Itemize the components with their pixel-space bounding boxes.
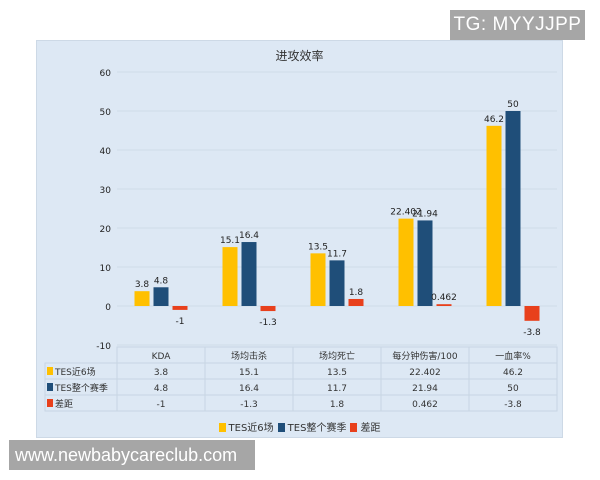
data-label: 1.8	[349, 288, 364, 298]
legend-item: TES近6场	[218, 423, 274, 434]
data-label: 4.8	[154, 276, 169, 286]
table-cell: 4.8	[154, 384, 169, 394]
legend-label: 差距	[360, 423, 381, 434]
table-column-header: 一血率%	[495, 350, 531, 362]
data-label: 22.402	[390, 208, 422, 218]
table-cell: -1.3	[240, 400, 258, 410]
y-tick-label: 0	[105, 303, 111, 313]
bar-season	[417, 220, 433, 306]
data-label: -3.8	[523, 328, 541, 338]
watermark-bottom: www.newbabycareclub.com	[9, 440, 255, 470]
bar-recent6	[486, 125, 502, 306]
table-row-label: TES近6场	[54, 366, 96, 378]
data-label: 13.5	[308, 242, 328, 252]
data-label: -1.3	[259, 318, 277, 328]
data-label: 21.94	[412, 209, 438, 219]
legend-swatch-icon	[350, 423, 358, 432]
legend-swatch-icon	[218, 423, 226, 432]
table-cell: 15.1	[239, 368, 259, 378]
table-cell: -1	[157, 400, 166, 410]
y-tick-label: 20	[100, 225, 112, 235]
table-row-label: 差距	[55, 398, 73, 410]
table-cell: 21.94	[412, 384, 438, 394]
watermark-top: TG: MYYJJPP	[450, 10, 585, 40]
legend-label: TES近6场	[228, 423, 274, 434]
legend-label: TES整个赛季	[287, 423, 347, 434]
table-cell: 11.7	[327, 384, 347, 394]
bar-diff	[260, 306, 276, 312]
bar-diff	[172, 306, 188, 310]
bar-diff	[524, 306, 540, 321]
data-label: -1	[176, 317, 185, 327]
table-cell: 0.462	[412, 400, 438, 410]
table-cell: 22.402	[409, 368, 441, 378]
table-cell: 46.2	[503, 368, 523, 378]
chart-title: 进攻效率	[275, 49, 324, 63]
data-label: 0.462	[431, 293, 457, 303]
bar-diff	[436, 304, 452, 306]
table-column-header: 场均击杀	[231, 350, 267, 362]
table-column-header: KDA	[152, 352, 172, 362]
data-label: 50	[507, 100, 519, 110]
bar-diff	[348, 298, 364, 306]
y-tick-label: -10	[96, 342, 111, 352]
table-row-label: TES整个赛季	[54, 382, 108, 394]
y-tick-label: 10	[100, 264, 112, 274]
bar-recent6	[398, 218, 414, 306]
chart-legend: TES近6场 TES整个赛季 差距	[37, 419, 562, 434]
bar-recent6	[222, 247, 238, 306]
legend-item: 差距	[350, 423, 380, 434]
bar-season	[505, 111, 521, 306]
table-column-header: 场均死亡	[319, 350, 355, 362]
data-label: 46.2	[484, 115, 504, 125]
table-cell: 3.8	[154, 368, 169, 378]
y-tick-label: 30	[100, 186, 112, 196]
data-label: 3.8	[135, 280, 150, 290]
y-tick-label: 50	[100, 108, 112, 118]
bar-recent6	[134, 291, 150, 306]
chart-panel: 进攻效率 60 50 40 30 20 10 0 -10 3.8 4.8 -1 15.1 16.4 -1.…	[36, 40, 563, 438]
bar-season	[329, 260, 345, 306]
table-column-header: 每分钟伤害/100	[392, 350, 457, 362]
legend-swatch-icon	[277, 423, 285, 432]
table-cell: 13.5	[327, 368, 347, 378]
data-label: 15.1	[220, 236, 240, 246]
table-cell: 1.8	[330, 400, 345, 410]
bar-season	[241, 242, 257, 306]
data-label: 11.7	[327, 249, 347, 259]
y-tick-label: 40	[100, 147, 112, 157]
y-tick-label: 60	[100, 69, 112, 79]
bar-recent6	[310, 253, 326, 306]
bar-season	[153, 287, 169, 306]
table-cell: 50	[507, 384, 519, 394]
data-label: 16.4	[239, 231, 259, 241]
legend-item: TES整个赛季	[277, 423, 347, 434]
table-cell: -3.8	[504, 400, 522, 410]
table-cell: 16.4	[239, 384, 259, 394]
